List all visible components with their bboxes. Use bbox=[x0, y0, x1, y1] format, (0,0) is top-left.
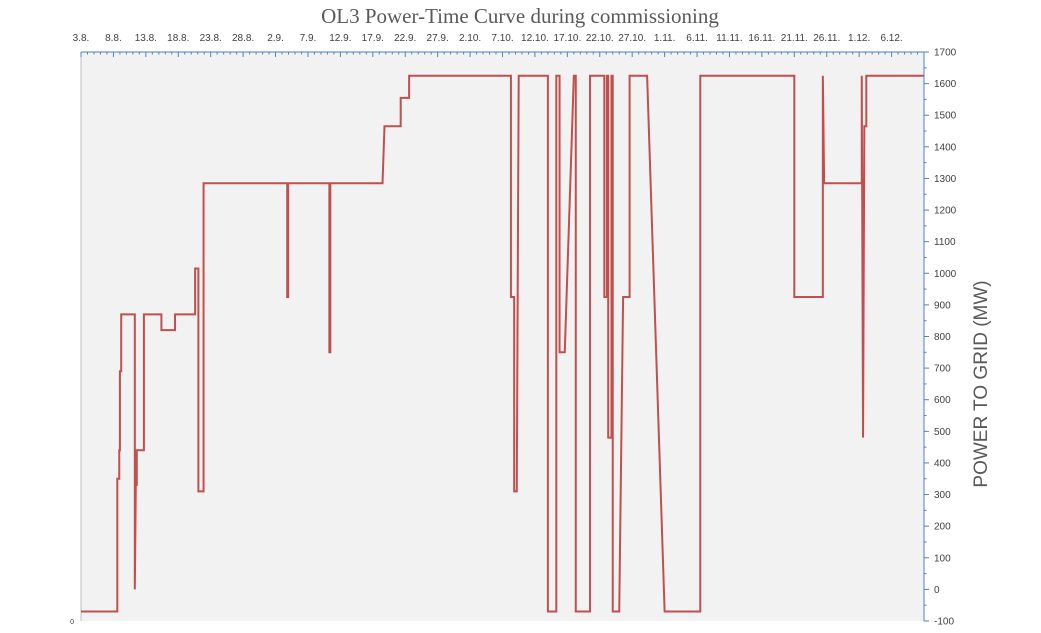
x-tick-label: 6.11. bbox=[686, 33, 708, 44]
y-tick-label: -100 bbox=[934, 617, 954, 628]
x-tick-label: 22.9. bbox=[394, 33, 416, 44]
y-tick-label: 1000 bbox=[934, 269, 957, 280]
x-tick-label: 22.10. bbox=[586, 33, 614, 44]
x-tick-label: 3.8. bbox=[73, 33, 90, 44]
x-tick-label: 6.12. bbox=[880, 33, 902, 44]
y-tick-label: 400 bbox=[934, 458, 951, 469]
y-axis-ticks: -100 0 100 200 300 400 500 600 700 800 900 1000 1100… bbox=[924, 48, 957, 628]
x-tick-label: 17.10. bbox=[553, 33, 581, 44]
x-tick-label: 8.8. bbox=[105, 33, 122, 44]
y-tick-label: 200 bbox=[934, 522, 951, 533]
y-axis-label: POWER TO GRID (MW) bbox=[971, 280, 992, 487]
chart-title: OL3 Power-Time Curve during commissionin… bbox=[321, 4, 719, 28]
x-tick-label: 16.11. bbox=[748, 33, 775, 44]
y-tick-label: 1600 bbox=[934, 79, 957, 90]
x-tick-label: 27.9. bbox=[427, 33, 449, 44]
x-tick-label: 21.11. bbox=[781, 33, 808, 44]
y-tick-label: 700 bbox=[934, 364, 951, 375]
y-tick-label: 0 bbox=[934, 585, 940, 596]
y-tick-label: 100 bbox=[934, 553, 951, 564]
x-tick-label: 7.9. bbox=[300, 33, 317, 44]
x-tick-label: 13.8. bbox=[135, 33, 157, 44]
series-layer bbox=[81, 74, 924, 613]
y-tick-label: 300 bbox=[934, 490, 951, 501]
x-tick-label: 12.10. bbox=[521, 33, 549, 44]
x-tick-label: 18.8. bbox=[167, 33, 189, 44]
y-tick-label: 800 bbox=[934, 332, 951, 343]
x-tick-label: 1.11. bbox=[654, 33, 676, 44]
y-tick-label: 1400 bbox=[934, 142, 957, 153]
y-tick-label: 1700 bbox=[934, 48, 957, 59]
y-tick-label: 500 bbox=[934, 427, 951, 438]
y-tick-label: 1100 bbox=[934, 237, 956, 248]
x-axis-ticks: 3.8. 8.8. 13.8. 18.8. 23.8. 28.8. 2.9. 7.9. 12.9… bbox=[73, 33, 925, 57]
y-tick-label: 1300 bbox=[934, 174, 957, 185]
plot-area bbox=[81, 52, 924, 621]
y-tick-label: 1200 bbox=[934, 206, 957, 217]
x-tick-label: 17.9. bbox=[362, 33, 384, 44]
x-tick-label: 28.8. bbox=[232, 33, 254, 44]
plot-background bbox=[81, 52, 924, 621]
x-tick-label: 12.9. bbox=[329, 33, 351, 44]
x-tick-label: 1.12. bbox=[848, 33, 870, 44]
power-series-line bbox=[81, 74, 924, 613]
y-tick-label: 900 bbox=[934, 300, 951, 311]
y-tick-label: 600 bbox=[934, 395, 951, 406]
x-tick-label: 2.10. bbox=[459, 33, 481, 44]
x-tick-label: 11.11. bbox=[716, 33, 742, 44]
y-tick-label: 1500 bbox=[934, 111, 957, 122]
x-tick-label: 7.10. bbox=[491, 33, 513, 44]
x-tick-label: 27.10. bbox=[618, 33, 646, 44]
origin-label: 0 bbox=[70, 619, 74, 626]
x-tick-label: 2.9. bbox=[267, 33, 284, 44]
x-tick-label: 26.11. bbox=[813, 33, 840, 44]
x-tick-label: 23.8. bbox=[200, 33, 222, 44]
